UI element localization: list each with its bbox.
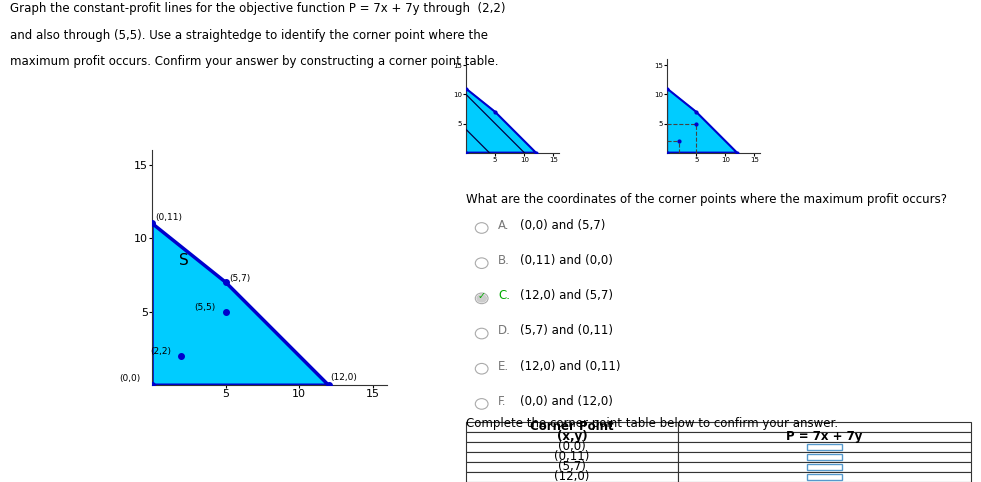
Text: (5,7): (5,7): [558, 460, 586, 473]
Text: maximum profit occurs. Confirm your answer by constructing a corner point table.: maximum profit occurs. Confirm your answ…: [10, 55, 498, 68]
Text: (5,5): (5,5): [194, 303, 216, 312]
Text: (5,7) and (0,11): (5,7) and (0,11): [520, 324, 613, 337]
Bar: [466, 422, 678, 432]
Text: E.: E.: [498, 360, 509, 373]
Bar: [678, 462, 971, 472]
Text: Complete the corner point table below to confirm your answer.: Complete the corner point table below to…: [466, 417, 838, 430]
Bar: [678, 432, 971, 442]
Bar: [807, 444, 843, 450]
Text: S: S: [179, 253, 188, 268]
Text: D.: D.: [498, 324, 511, 337]
Polygon shape: [667, 89, 737, 153]
Text: (5,7): (5,7): [230, 274, 250, 283]
Bar: [807, 464, 843, 470]
Polygon shape: [466, 89, 536, 153]
Text: (12,0) and (5,7): (12,0) and (5,7): [520, 289, 613, 302]
Text: (12,0) and (0,11): (12,0) and (0,11): [520, 360, 620, 373]
Text: (0,0): (0,0): [558, 441, 586, 454]
Text: Corner Point: Corner Point: [531, 420, 614, 433]
Text: and also through (5,5). Use a straightedge to identify the corner point where th: and also through (5,5). Use a straighted…: [10, 29, 488, 42]
Bar: [678, 442, 971, 452]
Bar: [466, 452, 678, 462]
Bar: [466, 432, 678, 442]
Bar: [807, 454, 843, 460]
Text: (0,0) and (5,7): (0,0) and (5,7): [520, 219, 605, 232]
Bar: [678, 452, 971, 462]
Bar: [466, 442, 678, 452]
Text: (0,0): (0,0): [120, 374, 141, 383]
Bar: [678, 422, 971, 432]
Bar: [678, 472, 971, 482]
Text: (2,2): (2,2): [151, 348, 172, 356]
Polygon shape: [152, 223, 329, 385]
Text: (0,11): (0,11): [554, 450, 590, 463]
Text: F.: F.: [498, 395, 507, 408]
Text: (0,11): (0,11): [155, 213, 182, 222]
Text: P = 7x + 7y: P = 7x + 7y: [787, 430, 863, 443]
Text: C.: C.: [498, 289, 510, 302]
Text: ✓: ✓: [478, 291, 486, 301]
Text: Graph the constant-profit lines for the objective function P = 7x + 7y through  : Graph the constant-profit lines for the …: [10, 2, 505, 15]
Text: (x,y): (x,y): [557, 430, 588, 443]
Text: (0,11) and (0,0): (0,11) and (0,0): [520, 254, 613, 267]
Bar: [466, 462, 678, 472]
Text: (12,0): (12,0): [330, 373, 357, 382]
Bar: [807, 474, 843, 480]
Text: (12,0): (12,0): [554, 470, 590, 482]
Text: B.: B.: [498, 254, 510, 267]
Text: What are the coordinates of the corner points where the maximum profit occurs?: What are the coordinates of the corner p…: [466, 193, 947, 206]
Bar: [466, 472, 678, 482]
Text: (0,0) and (12,0): (0,0) and (12,0): [520, 395, 613, 408]
Text: A.: A.: [498, 219, 510, 232]
